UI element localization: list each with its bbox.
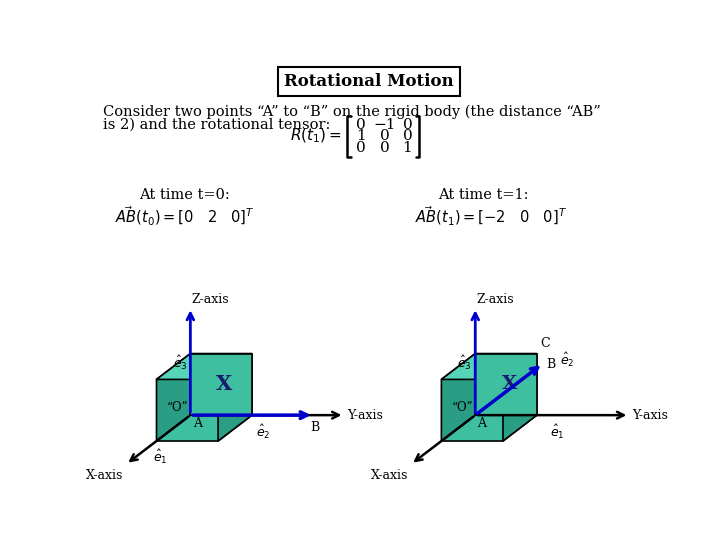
Text: “O”: “O” [451,401,473,414]
Text: 1: 1 [402,141,413,155]
Text: A: A [477,417,487,430]
Text: At time t=0:: At time t=0: [140,188,230,202]
Text: $\vec{AB}(t_1) = [-2 \quad 0 \quad 0]^T$: $\vec{AB}(t_1) = [-2 \quad 0 \quad 0]^T$ [415,205,567,228]
Text: 0: 0 [379,130,390,144]
Text: X: X [216,374,233,394]
Polygon shape [190,354,252,415]
Text: Y-axis: Y-axis [348,409,383,422]
Polygon shape [156,415,252,441]
Text: 0: 0 [356,141,366,155]
Text: “O”: “O” [166,401,188,414]
Polygon shape [441,354,537,380]
Text: Rotational Motion: Rotational Motion [284,73,454,90]
Polygon shape [218,354,252,441]
Text: Y-axis: Y-axis [632,409,668,422]
Text: $\hat{e}_1$: $\hat{e}_1$ [549,423,564,441]
Text: Consider two points “A” to “B” on the rigid body (the distance “AB”: Consider two points “A” to “B” on the ri… [102,105,600,119]
Text: X-axis: X-axis [370,469,408,482]
Text: Z-axis: Z-axis [477,293,514,306]
Text: C: C [540,338,549,350]
Text: Z-axis: Z-axis [192,293,230,306]
Text: $\hat{e}_3$: $\hat{e}_3$ [173,354,187,372]
Text: −1: −1 [373,118,396,132]
Text: X-axis: X-axis [86,469,123,482]
Text: $\hat{e}_3$: $\hat{e}_3$ [457,354,472,372]
Polygon shape [156,354,252,380]
Text: A: A [193,417,202,430]
Polygon shape [503,354,537,441]
Text: $\hat{e}_2$: $\hat{e}_2$ [256,423,270,441]
Text: $R(t_1) =$: $R(t_1) =$ [290,126,342,145]
Text: B: B [310,421,320,434]
Text: is 2) and the rotational tensor:: is 2) and the rotational tensor: [102,117,330,131]
Text: $\hat{e}_1$: $\hat{e}_1$ [153,448,168,466]
Text: 0: 0 [356,118,366,132]
Polygon shape [475,354,537,415]
Text: $\hat{e}_2$: $\hat{e}_2$ [560,350,575,369]
Text: X: X [502,375,517,393]
Text: 1: 1 [356,130,366,144]
Text: 0: 0 [402,130,413,144]
Polygon shape [441,354,475,441]
Text: 0: 0 [402,118,413,132]
Text: 0: 0 [379,141,390,155]
Text: $\vec{AB}(t_0) = [0 \quad 2 \quad 0]^T$: $\vec{AB}(t_0) = [0 \quad 2 \quad 0]^T$ [115,205,255,228]
Polygon shape [156,354,190,441]
Text: B: B [546,359,555,372]
Polygon shape [441,415,537,441]
Text: At time t=1:: At time t=1: [438,188,528,202]
